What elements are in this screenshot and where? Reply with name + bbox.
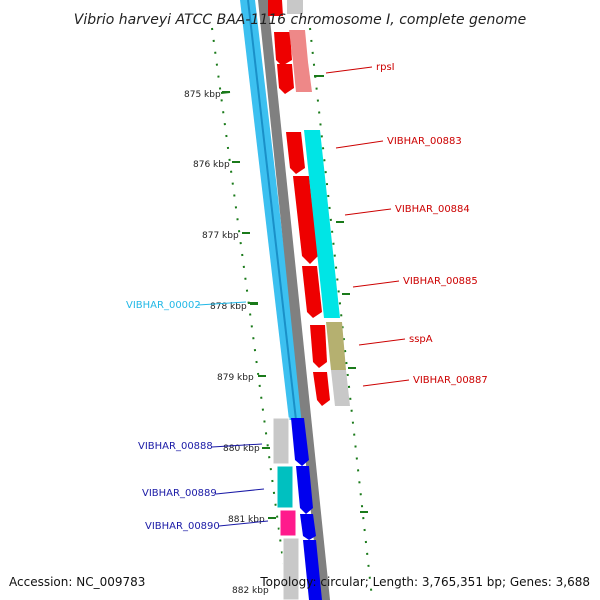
cds-rpsI-b — [277, 64, 294, 94]
feature-olive-sspA — [326, 322, 346, 370]
gc-content-track — [211, 27, 373, 599]
gene-label-00888: VIBHAR_00888 — [138, 441, 213, 452]
tick-marks — [220, 91, 258, 304]
minus-strand-track — [291, 418, 322, 600]
gene-label-00889: VIBHAR_00889 — [142, 488, 217, 499]
feature-grey-00888 — [272, 417, 290, 465]
left-feature-track — [272, 417, 300, 600]
cds-rpsI-a — [274, 32, 292, 66]
feature-band-right — [287, 0, 350, 406]
light-blue-band-edge — [247, 0, 297, 421]
right-labels: rpsI VIBHAR_00883 VIBHAR_00884 VIBHAR_00… — [325, 62, 488, 387]
feature-cyan-00883 — [304, 130, 340, 318]
leader-00883 — [335, 140, 384, 149]
cds-sspA — [310, 325, 327, 368]
cds-00885 — [302, 266, 322, 318]
tick-label-878: 878 kbp — [210, 302, 247, 312]
feature-teal-00889 — [276, 465, 294, 509]
tick-label-880: 880 kbp — [223, 444, 260, 454]
feature-blue-1 — [291, 418, 309, 466]
leader-00888 — [211, 443, 263, 448]
feature-magenta-00890 — [279, 509, 297, 537]
feature-grey-00887 — [331, 370, 350, 406]
gene-label-00884: VIBHAR_00884 — [395, 204, 470, 215]
tick-label-882: 882 kbp — [232, 586, 269, 596]
left-labels: VIBHAR_00002 VIBHAR_00888 VIBHAR_00889 V… — [126, 300, 269, 532]
cds-00884 — [293, 176, 318, 264]
feature-pink-rpsI-a — [289, 30, 308, 62]
leader-00890 — [218, 520, 269, 527]
cds-00887 — [313, 372, 330, 406]
feature-blue-4 — [303, 540, 322, 600]
leader-00885 — [352, 280, 400, 288]
tick-mark-875 — [220, 91, 231, 94]
gene-label-00002: VIBHAR_00002 — [126, 300, 201, 311]
feature-pink-rpsI-b — [293, 62, 312, 92]
tick-label-876: 876 kbp — [193, 160, 230, 170]
accession-text: Accession: NC_009783 — [9, 575, 145, 589]
leader-sspA — [358, 338, 406, 346]
leader-00889 — [215, 488, 265, 495]
feature-grey-top — [287, 0, 303, 14]
leader-rpsI — [325, 66, 373, 74]
leader-00887 — [362, 379, 410, 387]
backbone — [258, 0, 330, 600]
gene-label-rpsI: rpsI — [376, 62, 395, 73]
feature-grey-bottom — [282, 537, 300, 600]
tick-label-879: 879 kbp — [217, 373, 254, 383]
feature-blue-2 — [296, 466, 313, 514]
tick-label-881: 881 kbp — [228, 515, 265, 525]
plus-strand-track — [268, 0, 330, 406]
leader-00884 — [344, 208, 392, 216]
gene-label-00890: VIBHAR_00890 — [145, 521, 220, 532]
tick-labels: 875 kbp 876 kbp 877 kbp 878 kbp 879 kbp … — [184, 90, 269, 596]
cds-00883 — [286, 132, 305, 174]
page-title: Vibrio harveyi ATCC BAA-1116 chromosome … — [74, 12, 526, 28]
leader-00002 — [197, 301, 247, 306]
gene-label-00887: VIBHAR_00887 — [413, 375, 488, 386]
tick-label-875: 875 kbp — [184, 90, 221, 100]
gene-label-00885: VIBHAR_00885 — [403, 276, 478, 287]
topology-stats-text: Topology: circular; Length: 3,765,351 bp… — [259, 575, 590, 589]
tick-label-877: 877 kbp — [202, 231, 239, 241]
feature-blue-3 — [300, 514, 316, 540]
cds-top — [268, 0, 283, 16]
gene-label-sspA: sspA — [409, 334, 433, 345]
gene-label-00883: VIBHAR_00883 — [387, 136, 462, 147]
